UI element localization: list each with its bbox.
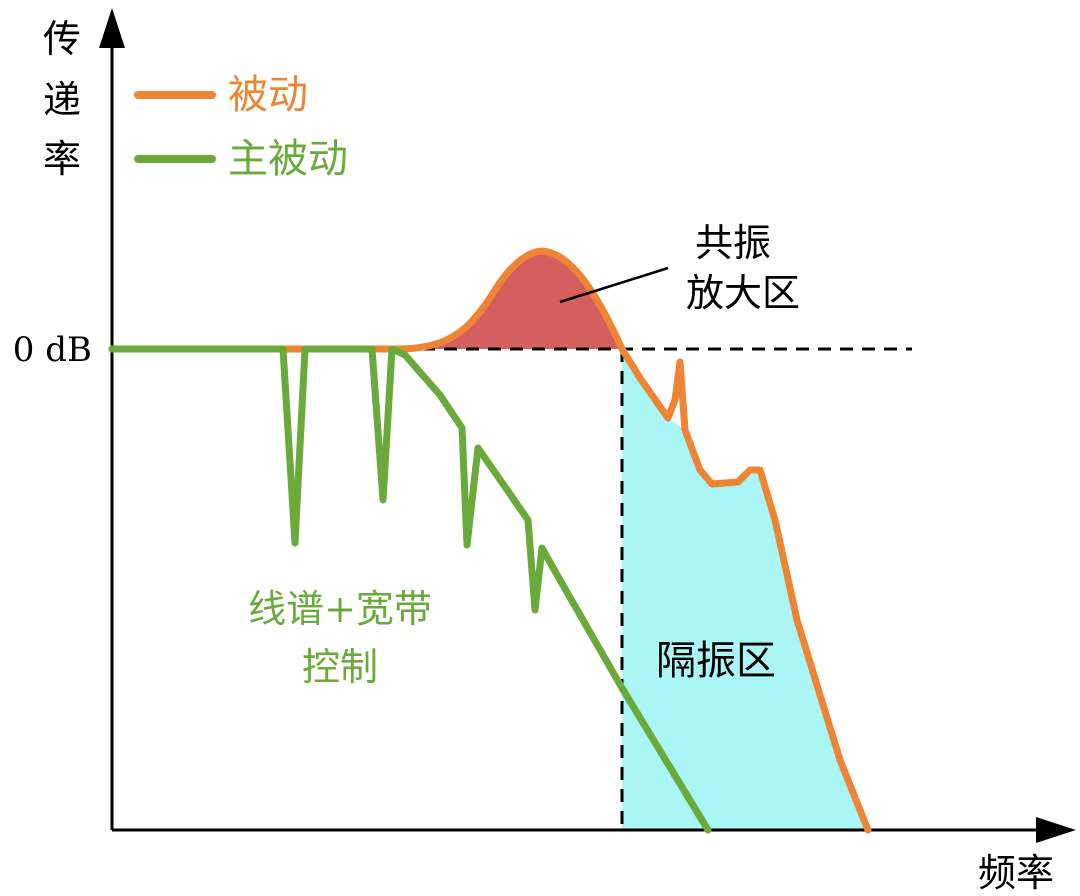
legend-active-passive-label: 主被动 [228,136,348,182]
control-label-line1: 线谱+宽带 [248,587,432,631]
resonance-label-line2: 放大区 [686,271,800,315]
control-label-line2: 控制 [302,645,378,689]
legend-passive-label: 被动 [228,72,308,118]
y-axis-arrow [99,8,125,48]
active-passive-curve [108,345,712,834]
resonance-label-line1: 共振 [695,221,771,265]
y-axis-label-char-1: 传 [43,17,81,61]
zero-db-label: 0 dB [13,330,92,370]
x-axis-label: 频率 [978,851,1054,895]
resonance-pointer-line [559,266,669,304]
isolation-region [622,349,868,830]
isolation-label: 隔振区 [656,638,776,684]
y-axis-label-char-2: 递 [43,78,81,122]
y-axis-label-char-3: 率 [43,137,81,181]
resonance-region [400,251,622,349]
passive-curve [108,247,872,834]
x-axis-arrow [1036,817,1076,843]
